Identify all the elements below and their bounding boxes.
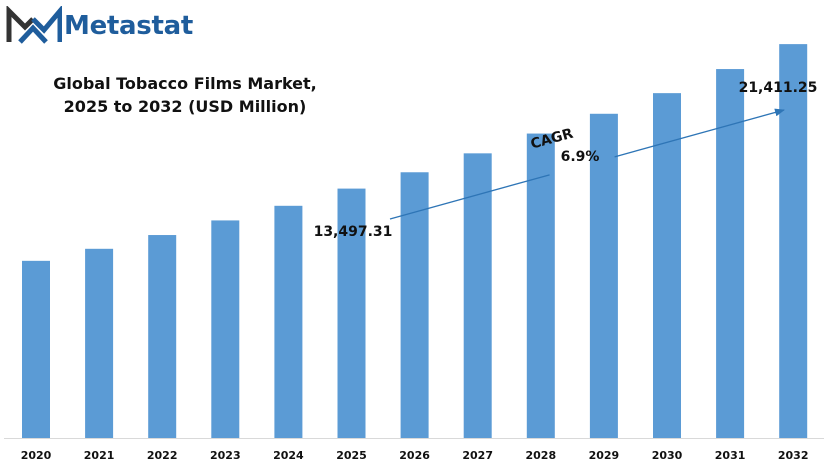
- x-tick-label: 2023: [210, 449, 241, 462]
- bar-2024: [274, 205, 303, 438]
- bar-2021: [85, 248, 114, 438]
- x-tick-label: 2024: [273, 449, 304, 462]
- x-tick-label: 2025: [336, 449, 367, 462]
- bar-2032: [779, 44, 808, 439]
- bar-2027: [463, 153, 492, 438]
- chart-title: Global Tobacco Films Market, 2025 to 203…: [40, 72, 330, 118]
- x-tick-label: 2031: [715, 449, 746, 462]
- bar-2025: [337, 188, 366, 438]
- end-value-label: 21,411.25: [739, 80, 818, 96]
- chart-title-line-2: 2025 to 2032 (USD Million): [63, 97, 307, 116]
- bar-2030: [653, 93, 681, 438]
- x-tick-label: 2026: [399, 449, 430, 462]
- bar-2029: [589, 113, 618, 438]
- m-logo-icon: [6, 6, 62, 44]
- x-tick-label: 2027: [462, 449, 493, 462]
- x-tick-label: 2022: [147, 449, 178, 462]
- brand-logo: Metastat: [6, 6, 193, 46]
- bar-2031: [716, 69, 745, 438]
- bar-2026: [400, 172, 429, 438]
- bar-2020: [22, 260, 50, 438]
- x-tick-label: 2021: [84, 449, 115, 462]
- x-tick-label: 2028: [525, 449, 556, 462]
- bar-2022: [148, 235, 177, 438]
- bar-2028: [526, 133, 555, 438]
- x-tick-label: 2029: [589, 449, 620, 462]
- cagr-trend-arrow: [614, 108, 785, 158]
- cagr-trend-line: [389, 174, 550, 220]
- x-tick-label: 2030: [652, 449, 683, 462]
- x-tick-label: 2032: [778, 449, 809, 462]
- cagr-value: 6.9%: [561, 149, 600, 165]
- chart-title-line-1: Global Tobacco Films Market,: [53, 74, 317, 93]
- bar-2023: [211, 220, 240, 438]
- x-tick-label: 2020: [21, 449, 52, 462]
- start-value-label: 13,497.31: [314, 224, 393, 240]
- brand-name: Metastat: [64, 11, 193, 41]
